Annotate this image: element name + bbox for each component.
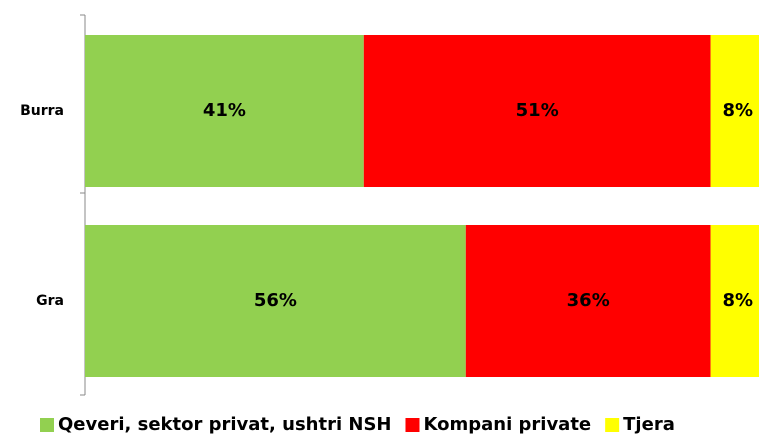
y-tick-label: Burra — [20, 103, 64, 119]
value-label: 36% — [567, 290, 610, 311]
bar-segment — [363, 35, 711, 187]
bar-segment — [465, 225, 711, 377]
bar-segment — [85, 35, 364, 187]
bar-segment — [710, 225, 759, 377]
legend-label: Tjera — [623, 414, 675, 435]
legend-swatch — [405, 418, 420, 432]
legend-swatch — [605, 418, 620, 432]
value-label: 41% — [203, 100, 246, 121]
y-tick-label: Gra — [36, 293, 64, 309]
bar-segment — [710, 35, 759, 187]
value-label: 56% — [254, 290, 297, 311]
value-label: 51% — [516, 100, 559, 121]
value-label: 8% — [723, 290, 754, 311]
bar-segment — [85, 225, 466, 377]
legend-label: Qeveri, sektor privat, ushtri NSH — [58, 414, 391, 435]
value-label: 8% — [723, 100, 754, 121]
legend-label: Kompani private — [423, 414, 591, 435]
legend-swatch — [40, 418, 54, 432]
